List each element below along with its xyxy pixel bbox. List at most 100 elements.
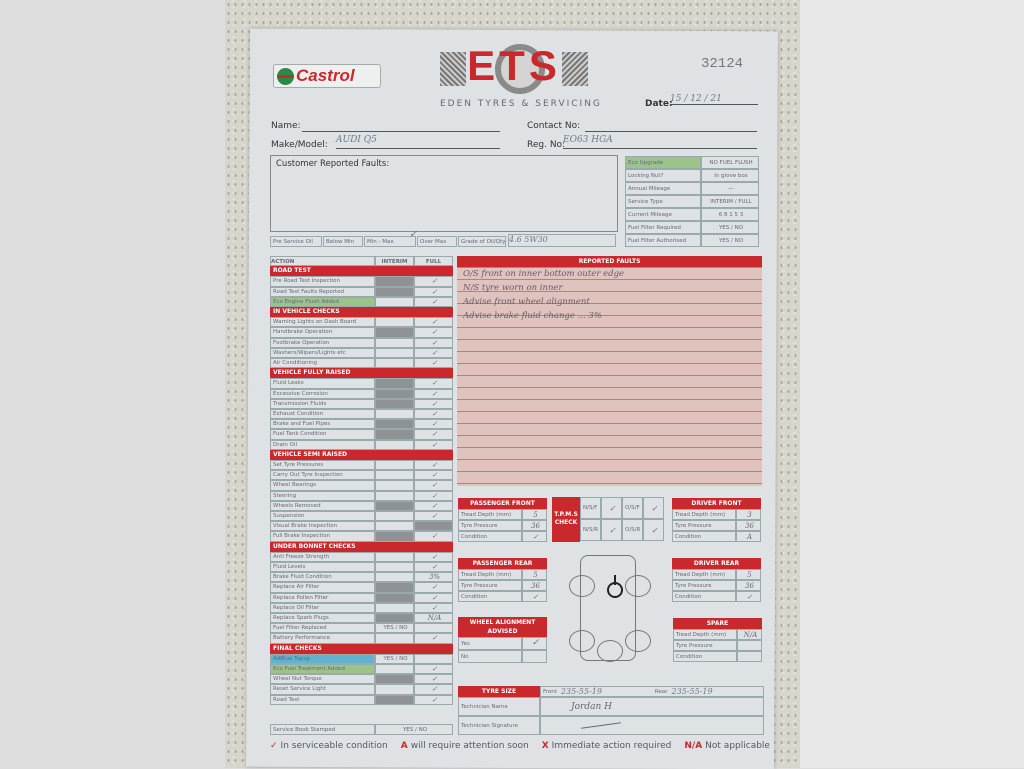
interim-cell[interactable]	[375, 521, 414, 532]
info-value[interactable]: NO FUEL FLUSH	[701, 156, 759, 169]
full-cell[interactable]: ✓	[414, 664, 453, 675]
info-value[interactable]: In glove box	[701, 169, 759, 182]
tech-name-field[interactable]: Jordan H	[540, 697, 764, 716]
full-cell[interactable]: ✓	[414, 500, 453, 511]
interim-cell[interactable]	[375, 602, 414, 613]
full-cell[interactable]	[414, 521, 453, 532]
full-cell[interactable]: N/A	[414, 613, 453, 624]
interim-cell[interactable]	[375, 409, 414, 420]
full-cell[interactable]: ✓	[414, 317, 453, 328]
interim-cell[interactable]: YES / NO	[375, 653, 414, 664]
tpms-value[interactable]: ✓	[601, 519, 622, 541]
full-cell[interactable]: ✓	[414, 480, 453, 491]
make-model-field[interactable]: AUDI Q5	[336, 135, 500, 149]
oil-below-cell[interactable]: Below Min	[323, 236, 363, 247]
interim-cell[interactable]	[375, 694, 414, 705]
interim-cell[interactable]	[375, 572, 414, 583]
full-cell[interactable]: ✓	[414, 398, 453, 409]
interim-cell[interactable]	[375, 480, 414, 491]
interim-cell[interactable]	[375, 358, 414, 369]
interim-cell[interactable]	[375, 674, 414, 685]
tyre-field-value[interactable]: 36	[522, 520, 547, 531]
full-cell[interactable]: ✓	[414, 633, 453, 644]
interim-cell[interactable]	[375, 276, 414, 287]
info-value[interactable]: YES / NO	[701, 221, 759, 234]
tyre-field-value[interactable]: 5	[522, 509, 547, 520]
interim-cell[interactable]: YES / NO	[375, 623, 414, 634]
full-cell[interactable]: ✓	[414, 694, 453, 705]
full-cell[interactable]: ✓	[414, 582, 453, 593]
full-cell[interactable]: ✓	[414, 490, 453, 501]
tyre-field-value[interactable]: ✓	[522, 591, 547, 602]
info-value[interactable]: YES / NO	[701, 234, 759, 247]
tyre-field-value[interactable]: 36	[736, 520, 761, 531]
interim-cell[interactable]	[375, 347, 414, 358]
tpms-value[interactable]: ✓	[643, 497, 664, 519]
interim-cell[interactable]	[375, 500, 414, 511]
oil-minmax-cell[interactable]: Min - Max	[364, 236, 416, 247]
full-cell[interactable]: ✓	[414, 388, 453, 399]
tyre-field-value[interactable]: 3	[736, 509, 761, 520]
date-field[interactable]: 15 / 12 / 21	[670, 94, 758, 105]
interim-cell[interactable]	[375, 613, 414, 624]
tyre-field-value[interactable]: A	[736, 531, 761, 542]
tyre-field-value[interactable]: 36	[522, 580, 547, 591]
interim-cell[interactable]	[375, 490, 414, 501]
info-value[interactable]: —	[701, 182, 759, 195]
full-cell[interactable]: ✓	[414, 429, 453, 440]
interim-cell[interactable]	[375, 337, 414, 348]
full-cell[interactable]: ✓	[414, 378, 453, 389]
full-cell[interactable]: ✓	[414, 674, 453, 685]
interim-cell[interactable]	[375, 398, 414, 409]
interim-cell[interactable]	[375, 419, 414, 430]
full-cell[interactable]: ✓	[414, 296, 453, 307]
interim-cell[interactable]	[375, 296, 414, 307]
interim-cell[interactable]	[375, 592, 414, 603]
full-cell[interactable]: ✓	[414, 602, 453, 613]
full-cell[interactable]: ✓	[414, 276, 453, 287]
interim-cell[interactable]	[375, 439, 414, 450]
full-cell[interactable]: ✓	[414, 286, 453, 297]
interim-cell[interactable]	[375, 551, 414, 562]
tpms-value[interactable]: ✓	[601, 497, 622, 519]
full-cell[interactable]: ✓	[414, 592, 453, 603]
full-cell[interactable]: ✓	[414, 347, 453, 358]
interim-cell[interactable]	[375, 327, 414, 338]
tyre-field-value[interactable]	[737, 640, 762, 651]
full-cell[interactable]: ✓	[414, 358, 453, 369]
interim-cell[interactable]	[375, 286, 414, 297]
full-cell[interactable]: ✓	[414, 419, 453, 430]
customer-faults-box[interactable]: Customer Reported Faults:	[270, 155, 618, 232]
info-value[interactable]: INTERIM / FULL	[701, 195, 759, 208]
contact-field[interactable]	[585, 121, 757, 132]
interim-cell[interactable]	[375, 429, 414, 440]
full-cell[interactable]	[414, 623, 453, 634]
info-value[interactable]: 6 8 1 5 3	[701, 208, 759, 221]
full-cell[interactable]: ✓	[414, 327, 453, 338]
service-book-value[interactable]: YES / NO	[375, 724, 453, 735]
full-cell[interactable]: ✓	[414, 470, 453, 481]
interim-cell[interactable]	[375, 317, 414, 328]
tyre-field-value[interactable]: 5	[522, 569, 547, 580]
interim-cell[interactable]	[375, 633, 414, 644]
interim-cell[interactable]	[375, 460, 414, 471]
tyre-field-value[interactable]: ✓	[736, 591, 761, 602]
full-cell[interactable]: ✓	[414, 511, 453, 522]
interim-cell[interactable]	[375, 684, 414, 695]
name-field[interactable]	[302, 121, 500, 132]
full-cell[interactable]	[414, 653, 453, 664]
interim-cell[interactable]	[375, 531, 414, 542]
tyre-field-value[interactable]: N/A	[737, 629, 762, 640]
interim-cell[interactable]	[375, 582, 414, 593]
full-cell[interactable]: ✓	[414, 562, 453, 573]
full-cell[interactable]: ✓	[414, 551, 453, 562]
oil-over-cell[interactable]: Over Max	[417, 236, 457, 247]
oil-grade-field[interactable]: 4.6 5W30	[508, 234, 616, 247]
interim-cell[interactable]	[375, 378, 414, 389]
tyre-field-value[interactable]: ✓	[522, 531, 547, 542]
full-cell[interactable]: ✓	[414, 337, 453, 348]
interim-cell[interactable]	[375, 664, 414, 675]
tyre-field-value[interactable]: 5	[736, 569, 761, 580]
full-cell[interactable]: ✓	[414, 439, 453, 450]
interim-cell[interactable]	[375, 511, 414, 522]
